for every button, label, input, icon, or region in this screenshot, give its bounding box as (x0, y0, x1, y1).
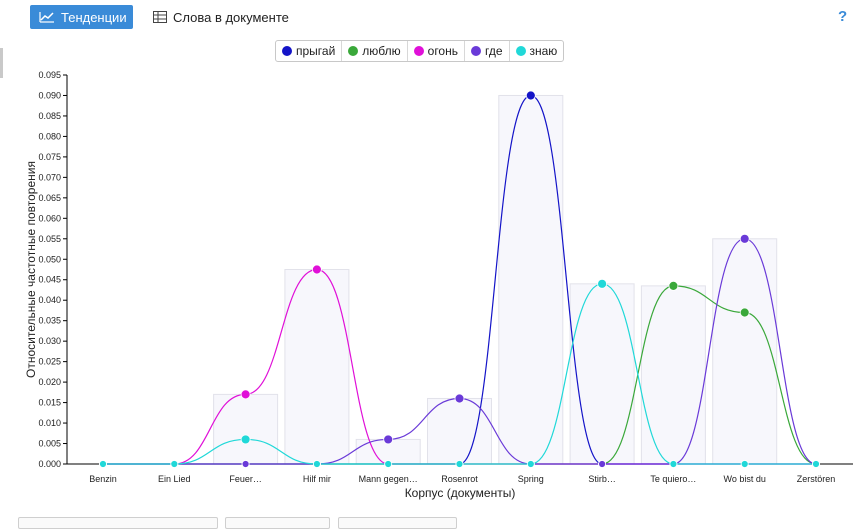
data-point-знаю (170, 460, 179, 468)
toolbar: Тенденции Слова в документе ? (0, 0, 863, 34)
line-chart-icon (39, 12, 54, 23)
y-tick-label: 0.080 (38, 131, 61, 141)
legend-item-огонь[interactable]: огонь (408, 41, 465, 61)
x-tick-label: Spring (518, 474, 544, 484)
data-point-огонь (311, 264, 322, 275)
legend-item-знаю[interactable]: знаю (510, 41, 564, 61)
tab-trends[interactable]: Тенденции (30, 5, 133, 29)
x-tick-label: Mann gegen… (359, 474, 418, 484)
y-tick-label: 0.085 (38, 111, 61, 121)
legend-label: люблю (362, 44, 401, 58)
legend-label: где (484, 44, 503, 58)
y-tick-label: 0.050 (38, 254, 61, 264)
tab-document-words-label: Слова в документе (173, 9, 289, 25)
data-point-знаю (240, 434, 251, 445)
legend-item-люблю[interactable]: люблю (342, 41, 408, 61)
data-point-знаю (812, 460, 820, 468)
legend-label: знаю (529, 44, 558, 58)
bar-Stirb… (569, 283, 635, 465)
data-point-где (454, 393, 465, 404)
x-tick-label: Feuer… (229, 474, 262, 484)
x-tick-label: Hilf mir (303, 474, 331, 484)
panel-resize-handle[interactable] (0, 48, 3, 78)
y-tick-label: 0.015 (38, 398, 61, 408)
bar-Feuer… (213, 393, 279, 465)
data-point-где (739, 233, 750, 244)
data-point-люблю (739, 307, 750, 318)
tab-document-words[interactable]: Слова в документе (153, 5, 289, 29)
legend-marker-icon (515, 46, 526, 56)
legend-marker-icon (470, 46, 481, 56)
tab-trends-label: Тенденции (61, 9, 127, 25)
legend-item-где[interactable]: где (465, 41, 510, 61)
y-tick-label: 0.005 (38, 439, 61, 449)
y-axis-title: Относительные частотные повторения (24, 161, 38, 378)
y-tick-label: 0.065 (38, 193, 61, 203)
y-tick-label: 0.010 (38, 418, 61, 428)
help-icon[interactable]: ? (838, 8, 848, 25)
data-point-знаю (526, 460, 535, 468)
bottom-button[interactable] (225, 517, 330, 529)
bottom-button[interactable] (338, 517, 457, 529)
x-tick-label: Stirb… (588, 474, 616, 484)
y-tick-label: 0.030 (38, 336, 61, 346)
y-tick-label: 0.095 (38, 70, 61, 80)
legend-label: огонь (427, 44, 458, 58)
data-point-прыгай (525, 90, 536, 101)
x-axis-title: Корпус (документы) (405, 486, 516, 500)
y-tick-label: 0.040 (38, 295, 61, 305)
data-point-знаю (455, 460, 464, 468)
bar-Spring (498, 94, 564, 465)
x-tick-label: Te quiero… (650, 474, 696, 484)
x-tick-label: Zerstören (797, 474, 836, 484)
data-point-знаю (99, 460, 107, 468)
x-tick-label: Rosenrot (441, 474, 478, 484)
y-tick-label: 0.035 (38, 316, 61, 326)
x-tick-label: Benzin (89, 474, 117, 484)
data-point-где (598, 460, 606, 468)
y-tick-label: 0.090 (38, 90, 61, 100)
legend-marker-icon (413, 46, 424, 56)
y-tick-label: 0.000 (38, 459, 61, 469)
y-tick-label: 0.070 (38, 172, 61, 182)
data-point-где (383, 434, 394, 445)
legend-marker-icon (348, 46, 359, 56)
y-tick-label: 0.055 (38, 234, 61, 244)
data-point-знаю (384, 460, 393, 468)
data-point-знаю (740, 460, 749, 468)
legend-label: прыгай (296, 44, 336, 58)
table-grid-icon (153, 11, 167, 23)
bar-Rosenrot (427, 397, 492, 465)
x-tick-label: Wo bist du (724, 474, 766, 484)
legend-marker-icon (282, 46, 292, 56)
data-point-знаю (312, 460, 321, 468)
chart-legend: прыгай люблю огонь где знаю (275, 40, 565, 62)
y-tick-label: 0.025 (38, 357, 61, 367)
search-input[interactable] (18, 517, 218, 529)
y-tick-label: 0.020 (38, 377, 61, 387)
x-tick-label: Ein Lied (158, 474, 191, 484)
data-point-где (241, 460, 250, 468)
data-point-огонь (240, 389, 251, 400)
y-tick-label: 0.045 (38, 275, 61, 285)
data-point-знаю (597, 278, 607, 289)
bar-Hilf mir (284, 269, 350, 465)
legend-item-прыгай[interactable]: прыгай (276, 41, 343, 61)
y-tick-label: 0.060 (38, 213, 61, 223)
bar-Wo bist du (712, 238, 778, 465)
y-tick-label: 0.075 (38, 152, 61, 162)
data-point-люблю (668, 280, 679, 291)
data-point-знаю (669, 460, 678, 468)
bar-Te quiero… (640, 285, 706, 465)
